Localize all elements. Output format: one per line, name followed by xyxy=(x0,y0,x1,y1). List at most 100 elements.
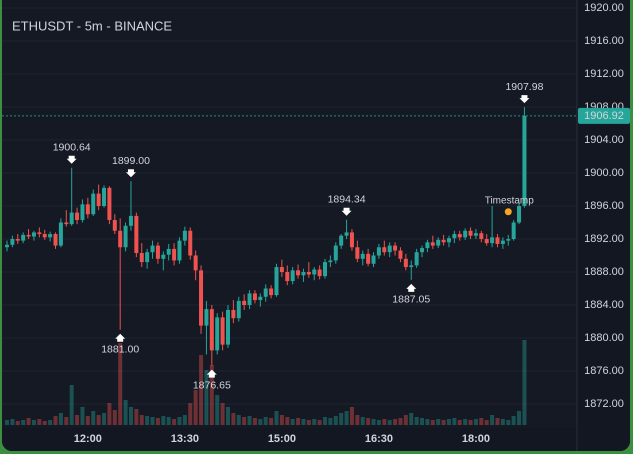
candle-body xyxy=(468,230,473,236)
candle-body xyxy=(517,206,522,223)
volume-bar xyxy=(10,419,15,425)
candle-body xyxy=(312,269,317,275)
volume-bar xyxy=(409,413,414,425)
volume-bar xyxy=(382,419,387,425)
volume-bar xyxy=(484,420,489,425)
candle-body xyxy=(139,253,144,263)
y-tick-label: 1892.00 xyxy=(584,233,624,245)
candle-body xyxy=(15,239,20,241)
volume-bar xyxy=(323,417,328,425)
candle-body xyxy=(366,253,371,264)
volume-bar xyxy=(252,418,257,425)
candle-body xyxy=(42,234,47,238)
candle-body xyxy=(452,234,457,239)
candle-layer xyxy=(5,107,527,366)
volume-bar xyxy=(215,395,220,425)
volume-bar xyxy=(306,420,311,425)
volume-bar xyxy=(452,418,457,425)
candle-body xyxy=(430,242,435,246)
candle-body xyxy=(393,245,398,251)
volume-bar xyxy=(5,420,9,425)
candle-body xyxy=(166,248,171,255)
volume-bar xyxy=(522,340,527,425)
volume-bar xyxy=(139,415,144,425)
volume-bar xyxy=(31,420,36,425)
x-tick-label: 16:30 xyxy=(365,433,393,445)
volume-bar xyxy=(269,418,274,425)
candle-body xyxy=(420,248,425,253)
y-tick-label: 1896.00 xyxy=(584,200,624,212)
candle-body xyxy=(344,232,349,236)
y-tick-label: 1904.00 xyxy=(584,134,624,146)
candle-body xyxy=(48,234,53,238)
volume-bar xyxy=(53,416,58,425)
down-arrow xyxy=(66,155,77,164)
x-tick-label: 12:00 xyxy=(74,433,102,445)
volume-bar xyxy=(37,419,42,425)
timestamp-dot xyxy=(504,208,512,216)
y-tick-label: 1880.00 xyxy=(584,332,624,344)
candle-body xyxy=(247,293,252,305)
candle-body xyxy=(457,234,462,238)
candle-body xyxy=(511,222,516,239)
volume-bar xyxy=(441,420,446,425)
volume-bar xyxy=(344,411,349,425)
candle-body xyxy=(96,193,101,206)
candle-body xyxy=(53,234,58,246)
candle-body xyxy=(355,247,360,259)
volume-bar xyxy=(155,418,160,425)
low-label: 1887.05 xyxy=(392,294,430,306)
annotation-layer: 1900.64 1899.00 1894.34 1907.98 1881.00 1876.… xyxy=(2,81,577,391)
candle-body xyxy=(220,317,225,345)
volume-bar xyxy=(188,403,193,425)
volume-bar xyxy=(69,385,74,425)
volume-bar xyxy=(317,420,322,425)
candle-body xyxy=(484,239,489,244)
volume-bar xyxy=(193,390,198,425)
chart-title: ETHUSDT - 5m - BINANCE xyxy=(12,18,172,33)
candle-body xyxy=(506,239,511,241)
candle-body xyxy=(155,245,160,259)
candle-body xyxy=(182,230,187,241)
volume-bar xyxy=(393,419,398,425)
candle-body xyxy=(75,212,80,221)
volume-bar xyxy=(463,419,468,425)
candle-body xyxy=(177,240,182,261)
candle-body xyxy=(279,267,284,272)
volume-bar xyxy=(21,420,26,425)
candle-body xyxy=(306,272,311,275)
volume-bar xyxy=(403,415,408,425)
candle-body xyxy=(495,237,500,244)
volume-bar xyxy=(436,419,441,425)
candle-body xyxy=(441,239,446,243)
volume-bar xyxy=(236,415,241,425)
volume-bar xyxy=(296,418,301,425)
volume-bar xyxy=(107,403,112,425)
candle-body xyxy=(296,270,301,276)
volume-bar xyxy=(247,416,252,425)
candle-body xyxy=(360,253,365,259)
y-tick-label: 1912.00 xyxy=(584,68,624,80)
candle-body xyxy=(85,204,90,215)
candle-body xyxy=(285,272,290,282)
last-price-label: 1906.92 xyxy=(584,110,624,122)
volume-bar xyxy=(468,420,473,425)
volume-bar xyxy=(242,417,247,425)
volume-bar xyxy=(301,419,306,425)
y-tick-label: 1872.00 xyxy=(584,398,624,410)
x-tick-label: 15:00 xyxy=(268,433,296,445)
candle-body xyxy=(252,293,257,301)
candle-body xyxy=(102,187,107,206)
candle-body xyxy=(328,260,333,263)
volume-bar xyxy=(446,419,451,425)
candle-body xyxy=(500,240,505,244)
y-tick-label: 1888.00 xyxy=(584,266,624,278)
volume-bar xyxy=(48,420,53,425)
candle-body xyxy=(112,220,117,231)
candle-body xyxy=(339,235,344,246)
volume-bar xyxy=(172,419,177,425)
volume-layer xyxy=(5,340,527,425)
candle-body xyxy=(225,309,230,345)
candle-body xyxy=(436,239,441,246)
candle-body xyxy=(425,242,430,249)
